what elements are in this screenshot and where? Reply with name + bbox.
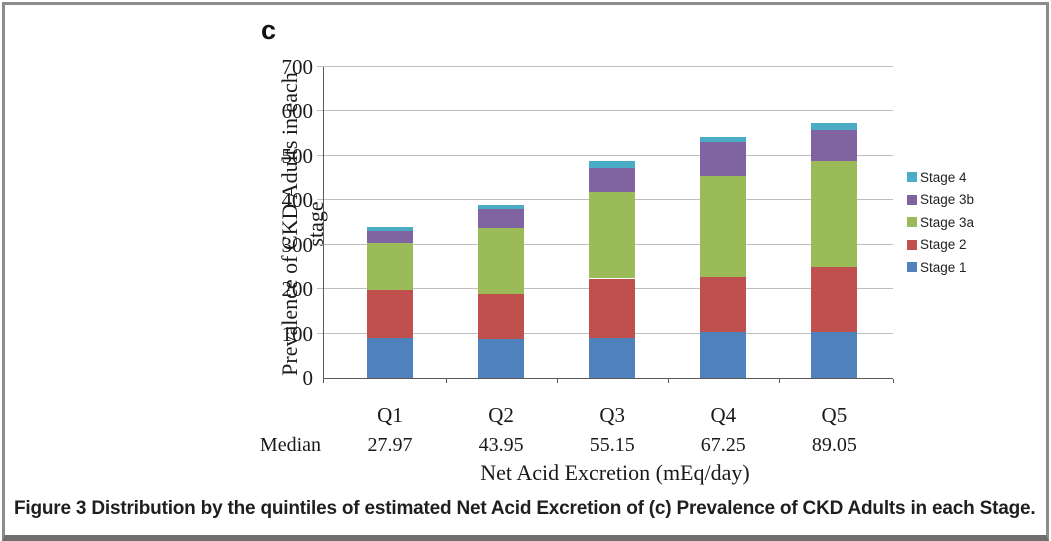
y-tick-label-400: 400 bbox=[281, 188, 314, 213]
legend-swatch-icon bbox=[907, 194, 917, 205]
median-value-q4: 67.25 bbox=[700, 434, 746, 456]
legend-label: Stage 4 bbox=[920, 169, 967, 185]
bar-q2-stage-1 bbox=[478, 338, 525, 378]
x-tick-mark-1 bbox=[446, 379, 447, 383]
x-category-label-q5: Q5 bbox=[821, 403, 848, 427]
chart-legend: Stage 4 Stage 3b Stage 3a Stage 2 Stage 1 bbox=[907, 166, 974, 279]
y-tick-label-0: 0 bbox=[302, 366, 314, 390]
legend-label: Stage 1 bbox=[920, 259, 967, 275]
legend-swatch-icon bbox=[907, 239, 917, 250]
bar-q3-stage-3a bbox=[589, 192, 636, 279]
y-tick-label-700: 700 bbox=[281, 55, 314, 79]
bar-q5-stage-4 bbox=[811, 123, 858, 131]
bar-q2-stage-3a bbox=[478, 227, 525, 295]
legend-item-stage-2: Stage 2 bbox=[907, 234, 974, 257]
legend-label: Stage 3b bbox=[920, 192, 975, 208]
bars-layer bbox=[323, 67, 893, 378]
bar-q5-stage-3a bbox=[811, 161, 858, 267]
bar-q3-stage-2 bbox=[589, 278, 636, 338]
x-tick-mark-0 bbox=[323, 379, 324, 383]
bar-q4-stage-3b bbox=[700, 141, 747, 177]
legend-item-stage-4: Stage 4 bbox=[907, 166, 974, 189]
median-value-q2: 43.95 bbox=[478, 434, 524, 456]
bar-q4-stage-1 bbox=[700, 331, 747, 378]
bar-q1-stage-4 bbox=[367, 226, 413, 232]
legend-swatch-icon bbox=[907, 217, 917, 228]
figure-caption-number: Figure 3 bbox=[14, 498, 87, 519]
median-value-q1: 27.97 bbox=[367, 434, 413, 456]
gridline-500 bbox=[317, 154, 893, 156]
bar-q2-stage-2 bbox=[478, 294, 525, 339]
bar-q1-stage-1 bbox=[367, 338, 413, 378]
bar-q2-stage-4 bbox=[478, 204, 525, 210]
y-tick-label-300: 300 bbox=[281, 232, 314, 257]
legend-swatch-icon bbox=[907, 172, 917, 183]
median-value-q5: 89.05 bbox=[811, 434, 857, 456]
median-value-q3: 55.15 bbox=[589, 434, 635, 456]
legend-item-stage-3a: Stage 3a bbox=[907, 211, 974, 234]
legend-label: Stage 3a bbox=[920, 214, 975, 230]
y-tick-label-200: 200 bbox=[281, 277, 314, 302]
x-tick-mark-3 bbox=[668, 379, 669, 383]
bar-q1-stage-3a bbox=[367, 242, 413, 291]
figure-caption-text: Distribution by the quintiles of estimat… bbox=[86, 498, 1036, 519]
y-tick-label-600: 600 bbox=[281, 99, 314, 124]
bar-q3-stage-1 bbox=[589, 337, 636, 378]
bar-q4-stage-4 bbox=[700, 136, 747, 142]
bar-q5-stage-3b bbox=[811, 130, 858, 162]
median-row-label: Median bbox=[259, 434, 321, 456]
bar-q1-stage-3b bbox=[367, 231, 413, 243]
x-axis-line bbox=[323, 378, 893, 379]
x-category-label-q1: Q1 bbox=[377, 403, 403, 427]
bar-q3-stage-3b bbox=[589, 167, 636, 193]
figure-caption: Figure 3 Distribution by the quintiles o… bbox=[14, 497, 1048, 521]
legend-swatch-icon bbox=[907, 262, 917, 273]
x-category-label-q2: Q2 bbox=[488, 403, 514, 427]
legend-item-stage-1: Stage 1 bbox=[907, 256, 974, 279]
bar-q5-stage-2 bbox=[811, 266, 858, 333]
y-axis-line bbox=[323, 67, 324, 379]
legend-label: Stage 2 bbox=[920, 237, 967, 253]
y-tick-label-100: 100 bbox=[281, 321, 314, 346]
y-tick-label-500: 500 bbox=[281, 143, 314, 168]
gridline-600 bbox=[317, 110, 893, 112]
bar-q2-stage-3b bbox=[478, 209, 525, 228]
x-category-label-q4: Q4 bbox=[710, 403, 737, 427]
bar-q5-stage-1 bbox=[811, 332, 858, 378]
x-tick-mark-2 bbox=[557, 379, 558, 383]
x-category-label-q3: Q3 bbox=[599, 403, 626, 427]
bar-q4-stage-2 bbox=[700, 276, 747, 332]
legend-item-stage-3b: Stage 3b bbox=[907, 189, 974, 212]
panel-label: c bbox=[261, 15, 277, 45]
x-tick-mark-5 bbox=[893, 379, 894, 383]
x-axis-title: Net Acid Excretion (mEq/day) bbox=[480, 460, 750, 485]
x-tick-mark-4 bbox=[779, 379, 780, 383]
bar-q4-stage-3a bbox=[700, 176, 747, 277]
bar-q1-stage-2 bbox=[367, 290, 413, 339]
gridline-700 bbox=[317, 66, 893, 67]
bar-q3-stage-4 bbox=[589, 160, 636, 168]
